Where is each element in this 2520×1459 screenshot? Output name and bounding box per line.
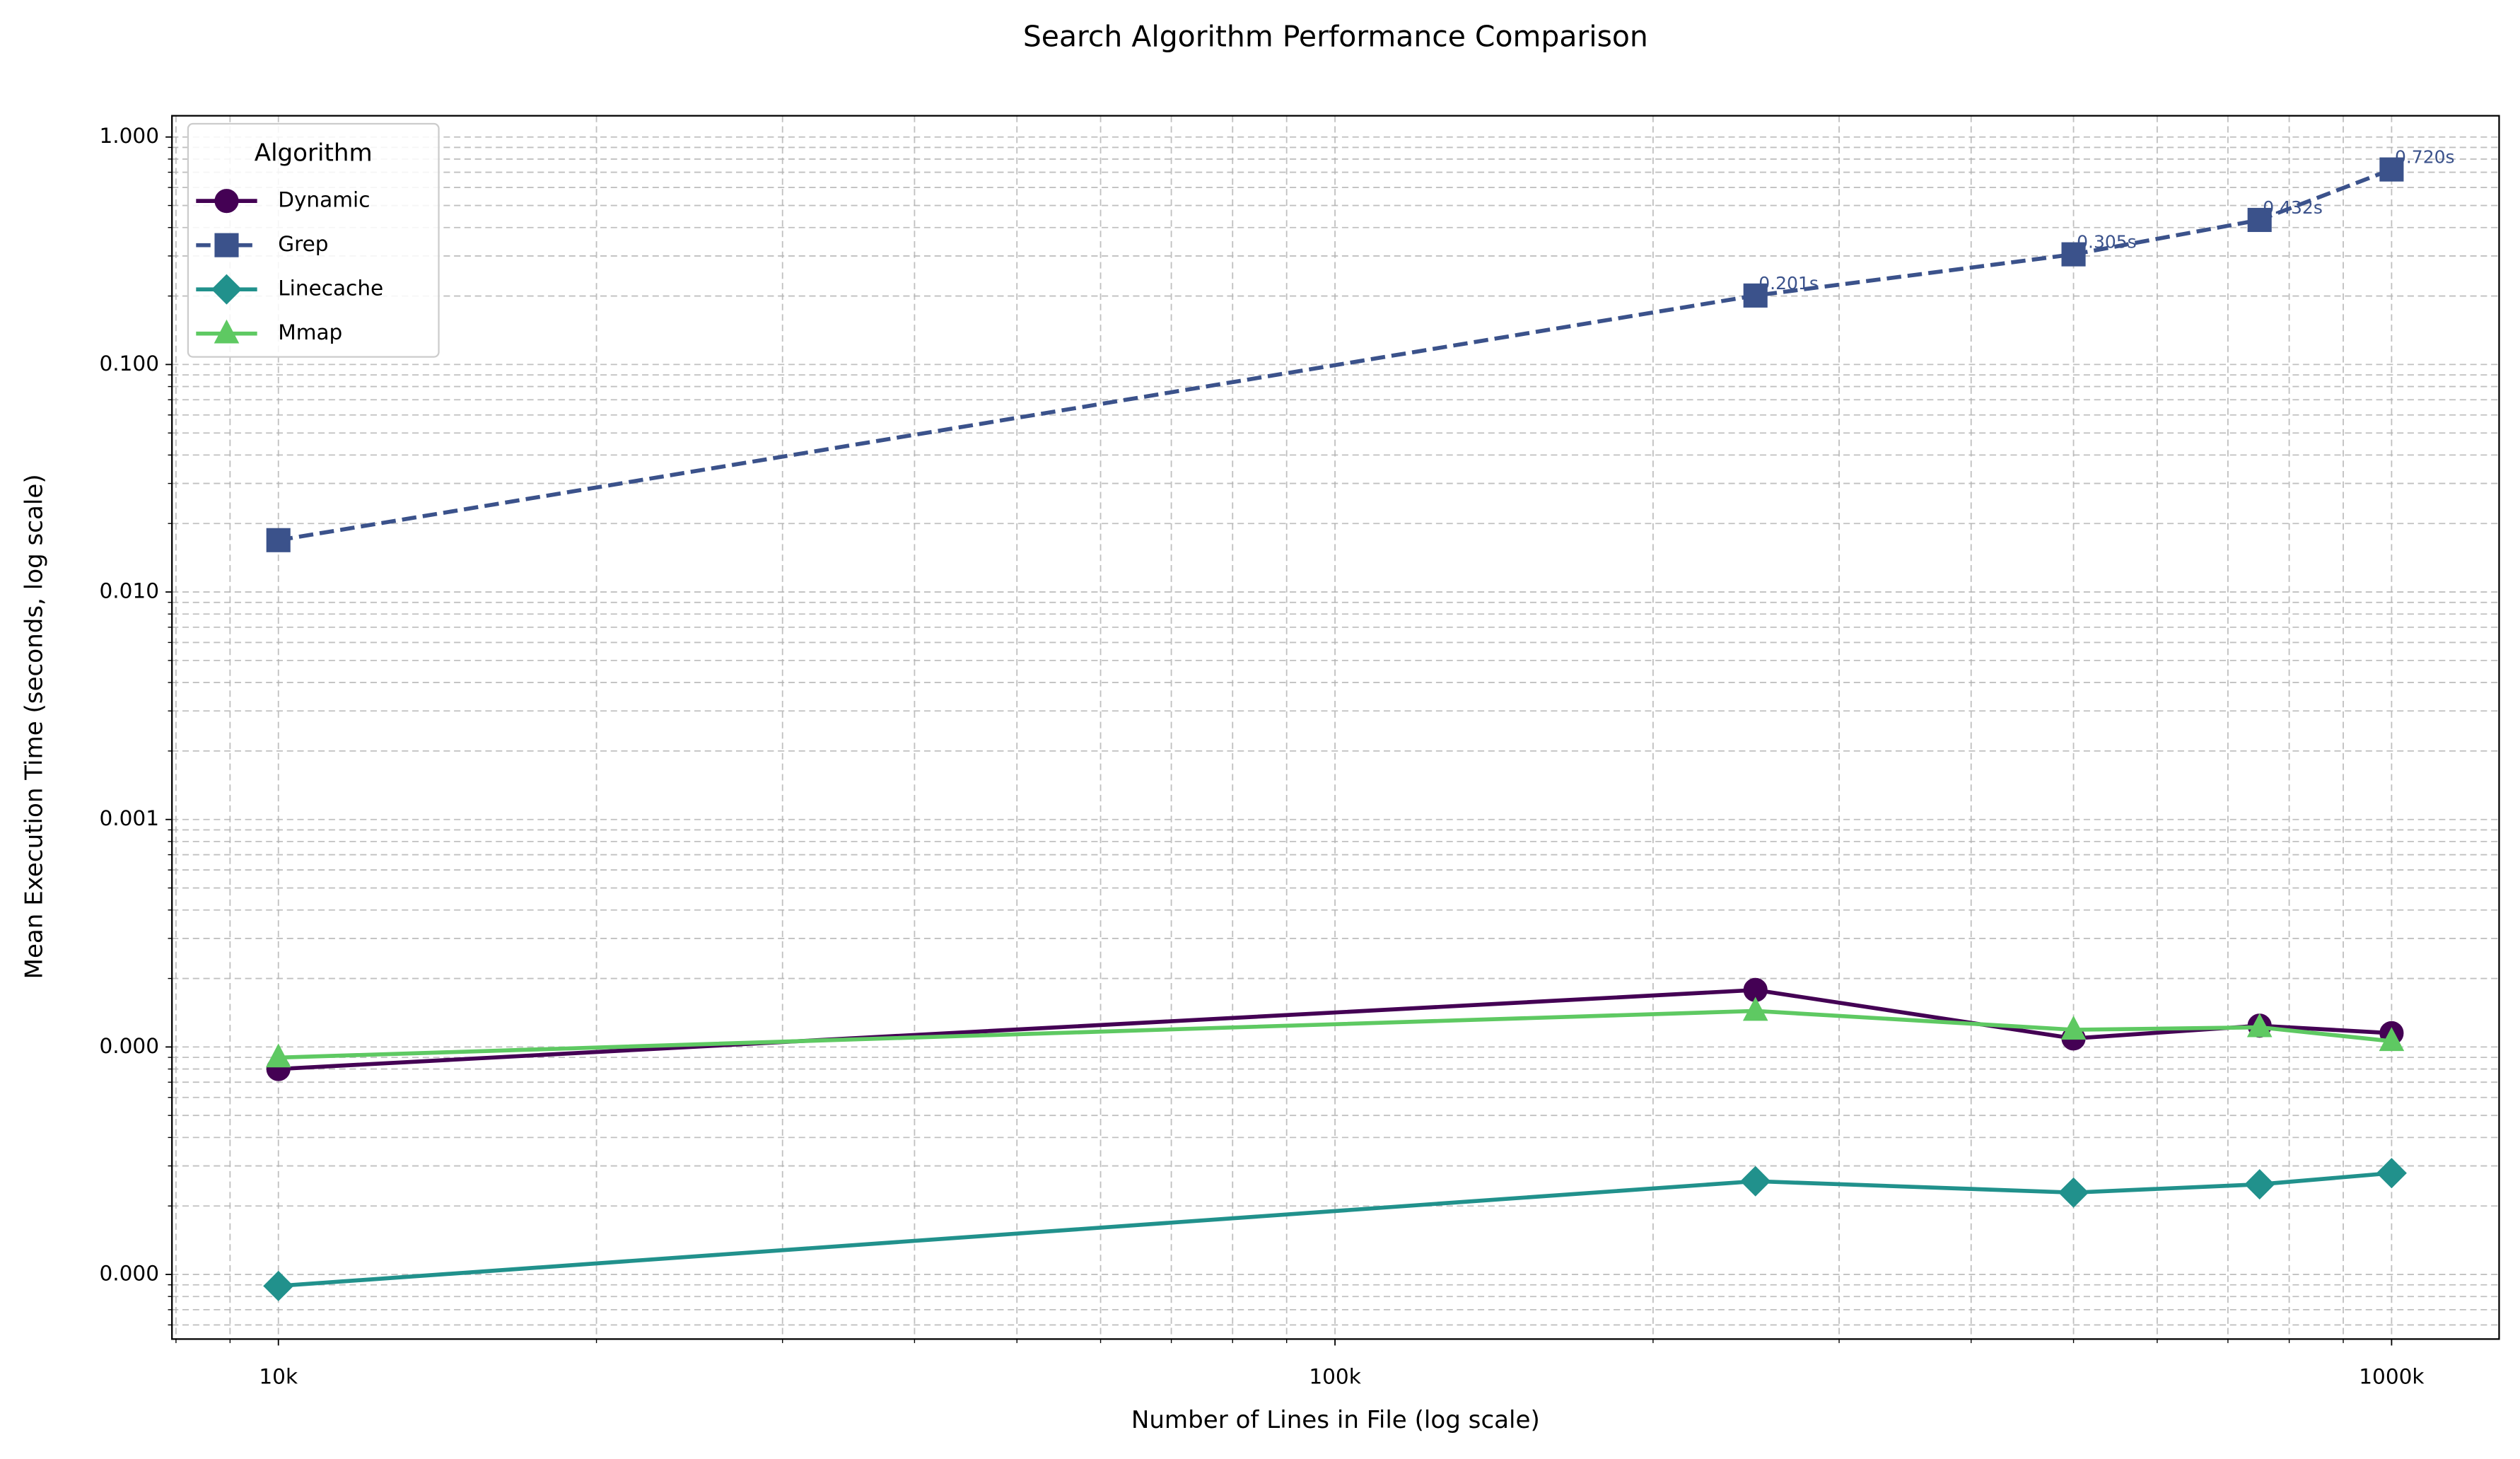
legend-label: Linecache xyxy=(278,277,383,301)
y-tick-label: 0.010 xyxy=(99,579,159,603)
marker xyxy=(2061,242,2086,267)
marker xyxy=(1742,996,1768,1021)
value-label: 0.305s xyxy=(2077,232,2137,252)
plot-frame xyxy=(171,115,2500,1340)
legend-marker xyxy=(214,319,240,344)
marker xyxy=(1740,1166,1771,1197)
marker xyxy=(2246,1013,2273,1037)
legend-marker xyxy=(214,233,239,257)
marker xyxy=(2060,1016,2087,1040)
legend-marker xyxy=(211,274,242,305)
marker xyxy=(2058,1177,2089,1208)
legend-title: Algorithm xyxy=(255,139,373,168)
legend-label: Mmap xyxy=(278,320,342,344)
value-label: 0.720s xyxy=(2395,147,2455,168)
x-axis-label: Number of Lines in File (log scale) xyxy=(1131,1406,1540,1434)
x-tick-label: 10k xyxy=(259,1364,298,1388)
y-tick-label: 0.000 xyxy=(99,1262,159,1286)
marker xyxy=(266,528,291,552)
marker xyxy=(2376,1158,2407,1189)
legend-box xyxy=(187,122,440,358)
y-tick-label: 0.100 xyxy=(99,351,159,376)
marker xyxy=(2244,1169,2275,1200)
marker xyxy=(263,1270,294,1301)
x-tick-label: 1000k xyxy=(2359,1364,2425,1388)
value-label: 0.432s xyxy=(2263,197,2323,218)
legend-marker xyxy=(214,189,239,214)
marker xyxy=(265,1043,291,1068)
marker xyxy=(2379,157,2404,182)
y-tick-label: 0.001 xyxy=(99,806,159,830)
marker xyxy=(2247,207,2272,233)
y-tick-label: 0.000 xyxy=(99,1034,159,1058)
value-label: 0.201s xyxy=(1758,273,1819,293)
marker xyxy=(1743,283,1768,308)
y-axis-label: Mean Execution Time (seconds, log scale) xyxy=(21,474,49,979)
chart-title: Search Algorithm Performance Comparison xyxy=(1023,20,1648,54)
x-tick-label: 100k xyxy=(1309,1364,1361,1388)
legend-label: Grep xyxy=(278,232,328,256)
y-tick-label: 1.000 xyxy=(99,124,159,148)
legend-label: Dynamic xyxy=(278,188,370,212)
marker xyxy=(2379,1027,2405,1052)
